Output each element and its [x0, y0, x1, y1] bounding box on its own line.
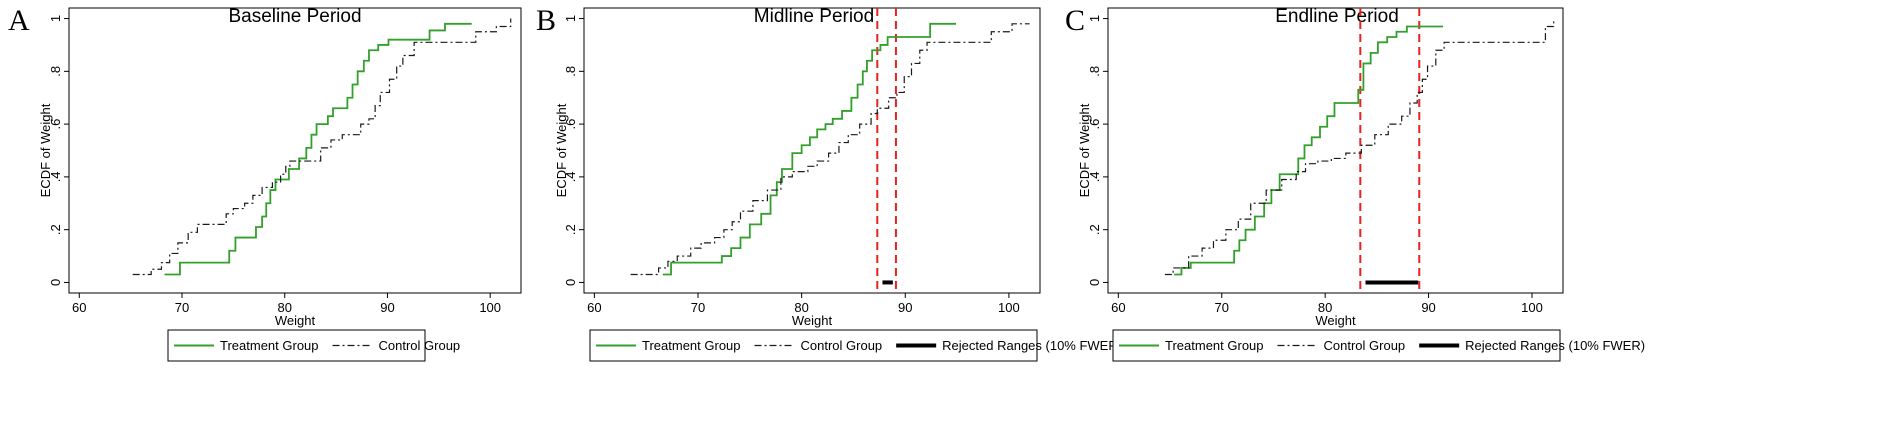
treatment-ecdf-line	[164, 22, 472, 276]
legend-rejected-label: Rejected Ranges (10% FWER)	[1465, 338, 1645, 353]
y-axis-label: ECDF of Weight	[38, 103, 53, 197]
control-ecdf-line	[1164, 21, 1555, 276]
panel-b: B Midline Period 0 .2 .4 .6 .8 1 60 70 80 90 100 Weig…	[536, 4, 1122, 362]
x-tick-label: 90	[1421, 300, 1435, 315]
plot-frame	[583, 7, 1041, 294]
x-tick-label: 90	[380, 300, 394, 315]
x-tick-label: 80	[1318, 300, 1332, 315]
legend: Treatment Group Control Group Rejected Ran…	[1112, 329, 1645, 362]
y-tick-label: .6	[48, 119, 63, 130]
legend-box	[589, 329, 1038, 362]
y-tick-label: .2	[563, 224, 578, 235]
panel-label: A	[8, 4, 30, 37]
x-tick-label: 90	[898, 300, 912, 315]
chart-title: Midline Period	[754, 6, 874, 27]
legend-rejected-label: Rejected Ranges (10% FWER)	[942, 338, 1122, 353]
x-tick-label: 70	[691, 300, 705, 315]
y-tick-label: .2	[1087, 224, 1102, 235]
legend: Treatment Group Control Group	[167, 329, 461, 362]
y-tick-label: .2	[48, 224, 63, 235]
chart-title: Baseline Period	[228, 6, 361, 27]
y-tick-label: .8	[1087, 66, 1102, 77]
legend-control-label: Control Group	[1324, 338, 1406, 353]
x-tick-label: 60	[1111, 300, 1125, 315]
plot-frame	[68, 7, 522, 294]
control-ecdf-line	[132, 18, 512, 276]
y-tick-label: .8	[48, 66, 63, 77]
y-tick-label: 1	[1087, 15, 1102, 22]
chart-title: Endline Period	[1275, 6, 1399, 27]
x-tick-label: 70	[1215, 300, 1229, 315]
treatment-ecdf-line	[1174, 25, 1444, 276]
legend-control-label: Control Group	[379, 338, 461, 353]
y-tick-label: 0	[1087, 279, 1102, 286]
x-tick-label: 70	[175, 300, 189, 315]
legend-treatment-label: Treatment Group	[642, 338, 741, 353]
x-axis-label: Weight	[792, 313, 833, 328]
x-tick-label: 100	[998, 300, 1020, 315]
y-tick-label: .6	[563, 119, 578, 130]
x-tick-label: 100	[1521, 300, 1543, 315]
legend-control-label: Control Group	[801, 338, 883, 353]
y-tick-label: .4	[48, 171, 63, 182]
x-tick-label: 80	[277, 300, 291, 315]
x-axis-label: Weight	[275, 313, 316, 328]
x-tick-label: 100	[479, 300, 501, 315]
legend: Treatment Group Control Group Rejected Ran…	[589, 329, 1122, 362]
y-axis-label: ECDF of Weight	[554, 103, 569, 197]
panel-label: C	[1065, 4, 1085, 37]
y-axis-label: ECDF of Weight	[1077, 103, 1092, 197]
legend-box	[1112, 329, 1561, 362]
x-tick-label: 80	[794, 300, 808, 315]
treatment-ecdf-line	[662, 22, 957, 276]
panel-label: B	[536, 4, 556, 37]
x-axis-label: Weight	[1315, 313, 1356, 328]
plot-frame	[1107, 7, 1564, 294]
y-tick-label: 0	[563, 279, 578, 286]
control-ecdf-line	[630, 23, 1030, 276]
x-tick-label: 60	[587, 300, 601, 315]
legend-treatment-label: Treatment Group	[220, 338, 319, 353]
y-tick-label: 1	[48, 15, 63, 22]
panel-c: C Endline Period 0 .2 .4 .6 .8 1 60 70 80 90 100 Weig…	[1065, 4, 1645, 362]
y-tick-label: .4	[563, 171, 578, 182]
y-tick-label: .8	[563, 66, 578, 77]
y-tick-label: 0	[48, 279, 63, 286]
legend-treatment-label: Treatment Group	[1165, 338, 1264, 353]
y-tick-label: 1	[563, 15, 578, 22]
y-tick-label: .4	[1087, 171, 1102, 182]
y-tick-label: .6	[1087, 119, 1102, 130]
x-tick-label: 60	[72, 300, 86, 315]
panel-a: A Baseline Period 0 .2 .4 .6 .8 1 60 70 80 90 100 Wei…	[8, 4, 522, 362]
